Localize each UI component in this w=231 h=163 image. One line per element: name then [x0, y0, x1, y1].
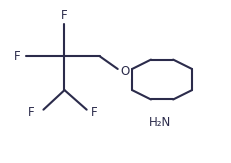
- Text: F: F: [13, 50, 20, 63]
- Text: F: F: [61, 9, 68, 22]
- Text: F: F: [91, 106, 98, 119]
- Text: H₂N: H₂N: [149, 116, 171, 129]
- Text: O: O: [120, 65, 130, 78]
- Text: F: F: [28, 106, 35, 119]
